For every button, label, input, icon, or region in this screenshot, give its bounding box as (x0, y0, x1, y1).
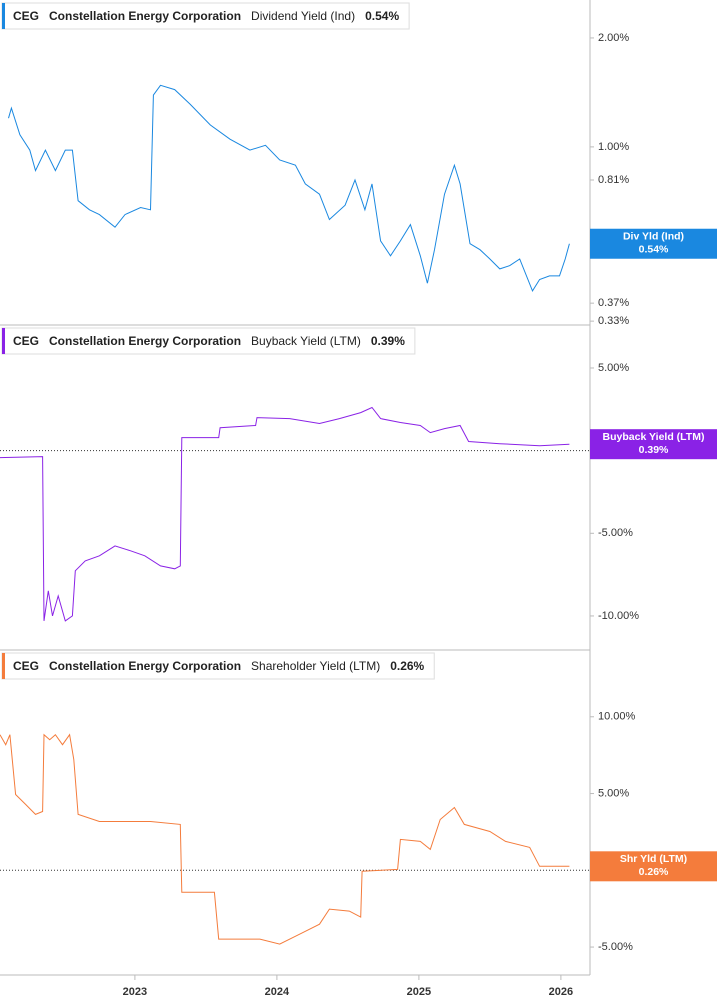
y-tick-label: 5.00% (598, 787, 629, 799)
value-box (590, 228, 717, 259)
value-box-value: 0.39% (639, 444, 669, 456)
legend-ticker: CEG (13, 659, 39, 673)
legend-last-value-label: 0.54% (365, 9, 399, 23)
legend-last-value-label: 0.26% (390, 659, 424, 673)
series-line (0, 733, 570, 945)
legend-metric: Dividend Yield (Ind) (251, 9, 355, 23)
y-tick-label: 0.81% (598, 174, 629, 186)
legend-ticker: CEG (13, 334, 39, 348)
x-tick-label: 2024 (265, 986, 290, 998)
y-tick-label: 0.33% (598, 315, 629, 327)
y-tick-label: 10.00% (598, 711, 636, 723)
legend-company: Constellation Energy Corporation (49, 9, 241, 23)
legend-swatch (2, 328, 5, 354)
legend-metric: Shareholder Yield (LTM) (251, 659, 380, 673)
value-box (590, 851, 717, 882)
legend-company: Constellation Energy Corporation (49, 659, 241, 673)
legend-box (1, 652, 435, 680)
y-tick-label: -5.00% (598, 941, 633, 953)
legend-swatch (2, 653, 5, 679)
x-tick-label: 2026 (549, 986, 573, 998)
legend-company: Constellation Energy Corporation (49, 334, 241, 348)
value-box-name: Div Yld (Ind) (623, 231, 684, 243)
y-tick-label: 1.00% (598, 141, 629, 153)
value-box-value: 0.54% (639, 244, 669, 256)
legend-metric: Buyback Yield (LTM) (251, 334, 361, 348)
legend-box (1, 327, 416, 355)
legend-last-value-label: 0.39% (371, 334, 405, 348)
y-tick-label: 2.00% (598, 32, 629, 44)
legend-ticker: CEG (13, 9, 39, 23)
value-box-value: 0.26% (639, 866, 669, 878)
value-box (590, 429, 717, 460)
y-tick-label: -10.00% (598, 610, 639, 622)
y-tick-label: 5.00% (598, 362, 629, 374)
legend-swatch (2, 3, 5, 29)
legend-box (1, 2, 410, 30)
x-tick-label: 2025 (407, 986, 431, 998)
x-tick-label: 2023 (123, 986, 147, 998)
y-tick-label: -5.00% (598, 527, 633, 539)
value-box-name: Buyback Yield (LTM) (603, 431, 705, 443)
series-line (0, 406, 570, 622)
y-tick-label: 0.37% (598, 297, 629, 309)
series-line (8, 84, 570, 293)
value-box-name: Shr Yld (LTM) (620, 853, 687, 865)
